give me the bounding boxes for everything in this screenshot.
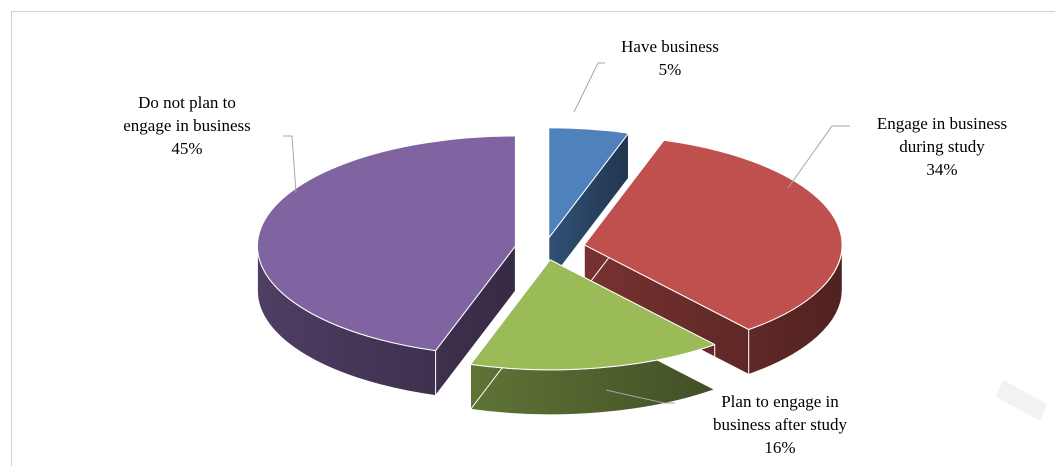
chart-frame	[11, 11, 1055, 466]
category-label: during study	[899, 137, 985, 156]
slice-top-plan-after-study	[470, 259, 716, 371]
category-label: Do not plan to	[138, 93, 236, 112]
percent-label: 45%	[171, 139, 202, 158]
category-label: business after study	[713, 415, 848, 434]
slice-not-plan	[256, 135, 516, 397]
slice-top-have-business	[548, 127, 629, 239]
leader-line-engage-during-study	[787, 125, 850, 189]
category-label: Plan to engage in	[721, 392, 839, 411]
leader-line-not-plan	[283, 135, 297, 194]
data-label-not-plan: Do not plan to engage in business 45%	[123, 93, 250, 158]
slice-have-business	[548, 127, 629, 284]
leader-line-have-business	[573, 62, 605, 113]
percent-label: 16%	[764, 438, 795, 457]
slice-plan-after-study	[470, 259, 716, 416]
category-label: Engage in business	[877, 114, 1007, 133]
data-label-engage-during-study: Engage in business during study 34%	[877, 114, 1007, 179]
slice-top-engage-during-study	[583, 139, 843, 330]
data-label-plan-after-study: Plan to engage in business after study 16%	[713, 392, 848, 457]
category-label: engage in business	[123, 116, 250, 135]
data-label-have-business: Have business 5%	[621, 37, 719, 79]
percent-label: 5%	[659, 60, 682, 79]
leader-line-plan-after-study	[605, 389, 675, 404]
slice-top-not-plan	[257, 135, 516, 352]
percent-label: 34%	[926, 160, 957, 179]
category-label: Have business	[621, 37, 719, 56]
